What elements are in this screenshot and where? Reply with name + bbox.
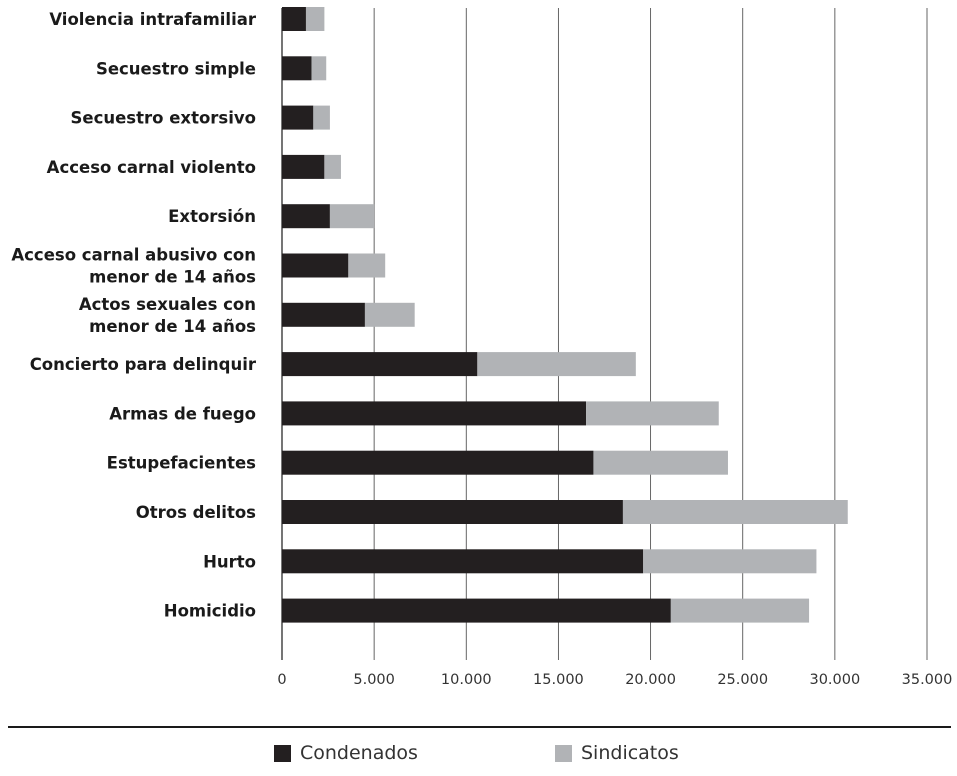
category-label: Secuestro simple xyxy=(96,59,256,78)
bar-condenados xyxy=(282,450,594,475)
category-label: Estupefacientes xyxy=(107,454,256,473)
category-label: Violencia intrafamiliar xyxy=(49,10,257,29)
bar-condenados xyxy=(282,204,330,229)
x-tick-label: 25.000 xyxy=(717,672,768,688)
category-label: Homicidio xyxy=(164,602,256,621)
x-tick-label: 30.000 xyxy=(809,672,860,688)
category-labels: Violencia intrafamiliar Secuestro simple S… xyxy=(11,10,256,621)
x-tick-label: 10.000 xyxy=(441,672,492,688)
x-tick-label: 5.000 xyxy=(353,672,395,688)
category-label: Secuestro extorsivo xyxy=(71,109,256,128)
x-tick-label: 35.000 xyxy=(902,672,953,688)
bar-sindicatos xyxy=(643,549,817,574)
category-label: Otros delitos xyxy=(136,503,256,522)
category-label: Armas de fuego xyxy=(109,404,256,423)
category-label: Extorsión xyxy=(168,207,256,226)
bar-sindicatos xyxy=(593,450,728,475)
legend-swatch-condenados xyxy=(274,744,291,762)
x-tick-labels: 0 5.000 10.000 15.000 20.000 25.000 30.000 35.0… xyxy=(277,672,952,688)
bars xyxy=(282,7,848,623)
bar-sindicatos xyxy=(348,253,386,278)
category-label: Acceso carnal violento xyxy=(47,158,256,177)
bar-sindicatos xyxy=(324,154,341,179)
bar-sindicatos xyxy=(313,105,330,130)
x-tick-label: 20.000 xyxy=(625,672,676,688)
bar-condenados xyxy=(282,154,325,179)
bar-sindicatos xyxy=(364,302,415,327)
bar-sindicatos xyxy=(477,352,636,377)
bar-sindicatos xyxy=(670,598,810,623)
legend-label-sindicatos: Sindicatos xyxy=(581,742,679,764)
category-label: Acceso carnal abusivo con menor de 14 año… xyxy=(11,246,256,287)
legend-divider xyxy=(8,726,951,728)
bar-condenados xyxy=(282,105,314,130)
bar-sindicatos xyxy=(305,7,325,31)
bar-condenados xyxy=(282,500,623,524)
bar-condenados xyxy=(282,598,671,623)
x-tick-label: 15.000 xyxy=(533,672,584,688)
category-label: Actos sexuales con menor de 14 años xyxy=(79,295,256,336)
legend-item-condenados: Condenados xyxy=(274,742,418,764)
legend-item-sindicatos: Sindicatos xyxy=(555,742,679,764)
legend-swatch-sindicatos xyxy=(555,744,572,762)
bar-sindicatos xyxy=(329,204,375,229)
bar-condenados xyxy=(282,401,587,426)
bar-condenados xyxy=(282,352,478,377)
bar-sindicatos xyxy=(311,56,327,81)
category-label: Concierto para delinquir xyxy=(30,355,257,374)
bar-condenados xyxy=(282,302,365,327)
legend: Condenados Sindicatos xyxy=(0,742,957,772)
bar-condenados xyxy=(282,253,349,278)
bar-sindicatos xyxy=(586,401,719,426)
bar-sindicatos xyxy=(622,500,848,524)
legend-label-condenados: Condenados xyxy=(300,742,418,764)
bar-condenados xyxy=(282,549,644,574)
bar-condenados xyxy=(282,56,312,81)
stacked-bar-chart: Violencia intrafamiliar Secuestro simple S… xyxy=(11,7,952,688)
bar-condenados xyxy=(282,7,306,31)
category-label: Hurto xyxy=(203,552,256,571)
x-tick-label: 0 xyxy=(277,672,286,688)
